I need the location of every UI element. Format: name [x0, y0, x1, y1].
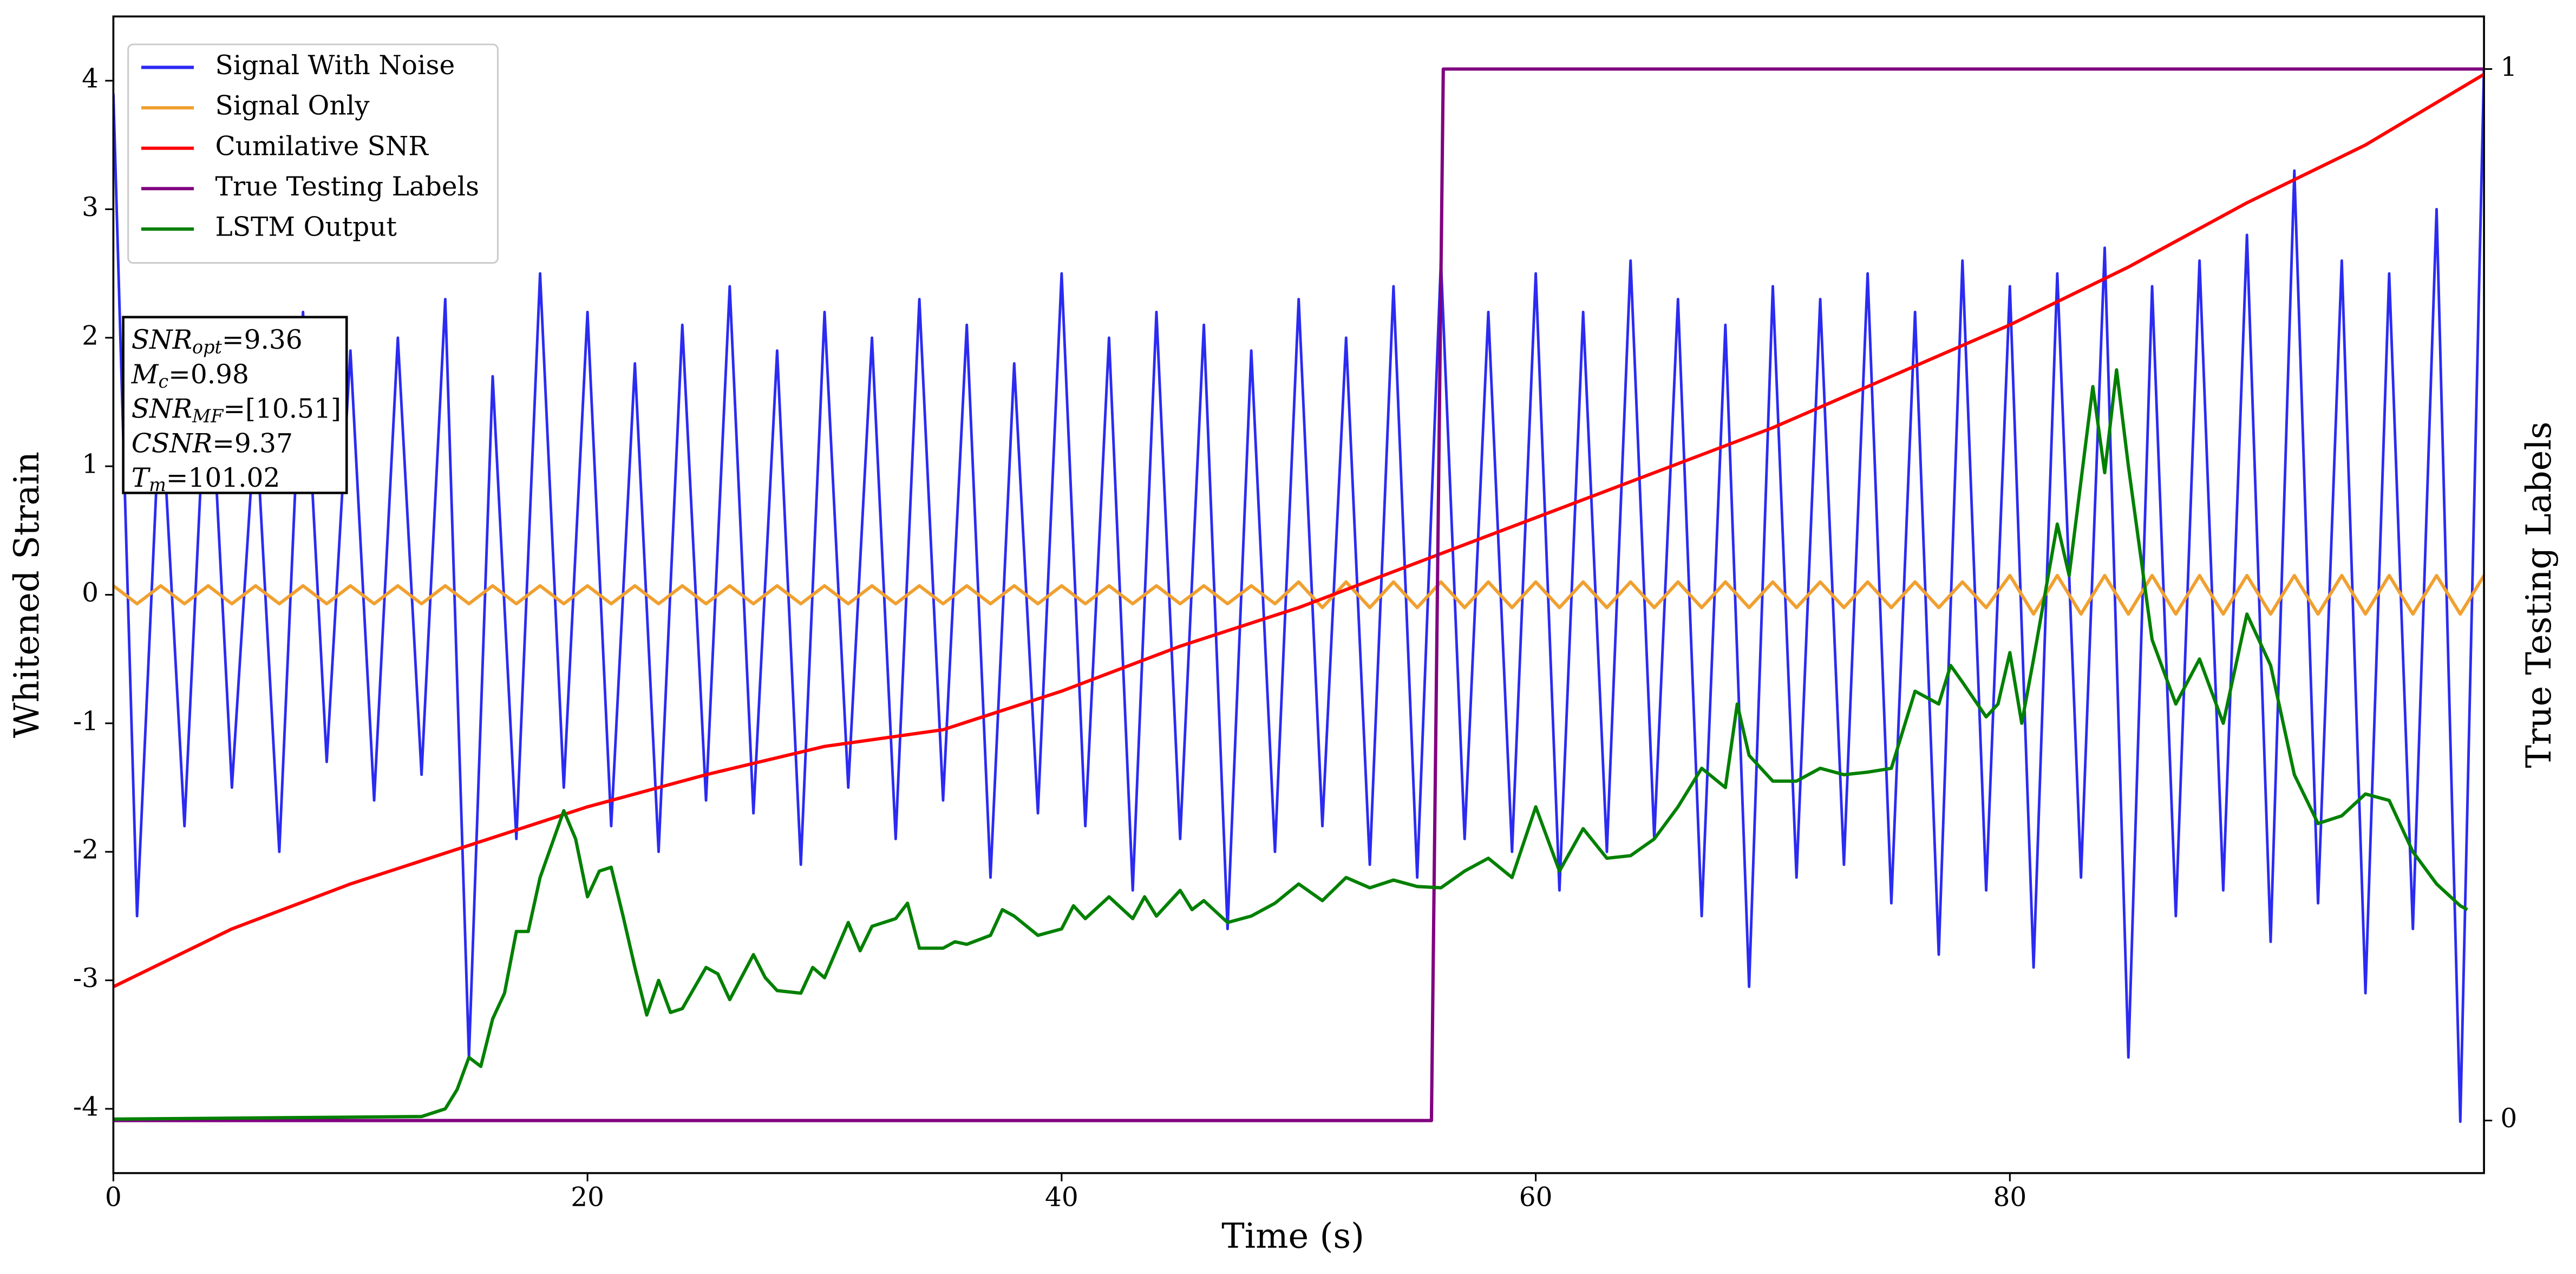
y-axis-label: Whitened Strain	[7, 452, 47, 738]
series-line	[113, 68, 2485, 1123]
series-line	[113, 573, 2485, 616]
annotation-symbol: CSNR	[132, 428, 212, 459]
annotation-subscript: opt	[192, 336, 222, 357]
legend-label: True Testing Labels	[215, 172, 480, 202]
y-tick-label: -2	[73, 835, 99, 865]
annotation-symbol: T	[132, 463, 151, 493]
y-tick-label: 4	[82, 64, 99, 94]
y-tick-label: 2	[82, 321, 99, 351]
legend-label: Cumilative SNR	[215, 131, 429, 161]
annotation-subscript: m	[149, 474, 166, 495]
legend-box	[127, 43, 499, 264]
annotation: CSNR=9.37	[132, 428, 293, 459]
annotation: SNRMF=[10.51]	[132, 394, 341, 427]
series-line	[113, 73, 2485, 989]
annotation-symbol: SNR	[132, 325, 192, 355]
legend-label: LSTM Output	[215, 212, 397, 243]
annotation: Mc=0.98	[131, 359, 249, 392]
legend-label: Signal Only	[215, 91, 370, 121]
x-tick-label: 20	[571, 1182, 604, 1213]
annotation-value: =9.37	[212, 428, 293, 459]
y2-axis-label: True Testing Labels	[2519, 422, 2559, 768]
y2-tick-label: 1	[2500, 52, 2517, 82]
x-tick-label: 40	[1045, 1182, 1078, 1213]
annotation-symbol: SNR	[132, 394, 192, 424]
x-axis-label: Time (s)	[1221, 1217, 1364, 1257]
y-tick-label: -3	[73, 963, 99, 994]
plot-area	[113, 67, 2485, 1123]
y-tick-label: 3	[82, 192, 99, 223]
annotation-box	[122, 316, 348, 494]
annotation-subscript: MF	[192, 406, 224, 427]
annotation-value: =101.02	[166, 463, 280, 493]
annotation-value: =9.36	[222, 325, 303, 355]
y-tick-label: -1	[73, 706, 99, 736]
y-tick-label: 0	[82, 578, 99, 608]
y2-tick-label: 0	[2500, 1103, 2517, 1134]
annotation-symbol: M	[131, 359, 159, 389]
annotation: SNRopt=9.36	[132, 325, 303, 358]
x-tick-label: 60	[1519, 1182, 1553, 1213]
y-tick-label: 1	[82, 449, 99, 480]
annotation-subscript: c	[158, 371, 168, 392]
series-line	[113, 67, 2485, 1122]
y-tick-label: -4	[73, 1092, 99, 1122]
annotation: Tm=101.02	[132, 463, 280, 496]
legend-label: Signal With Noise	[215, 50, 455, 81]
series-line	[113, 368, 2468, 1121]
annotation-value: =0.98	[168, 359, 249, 389]
x-tick-label: 80	[1993, 1182, 2026, 1213]
x-tick-label: 0	[105, 1182, 122, 1213]
annotation-value: =[10.51]	[223, 394, 341, 424]
